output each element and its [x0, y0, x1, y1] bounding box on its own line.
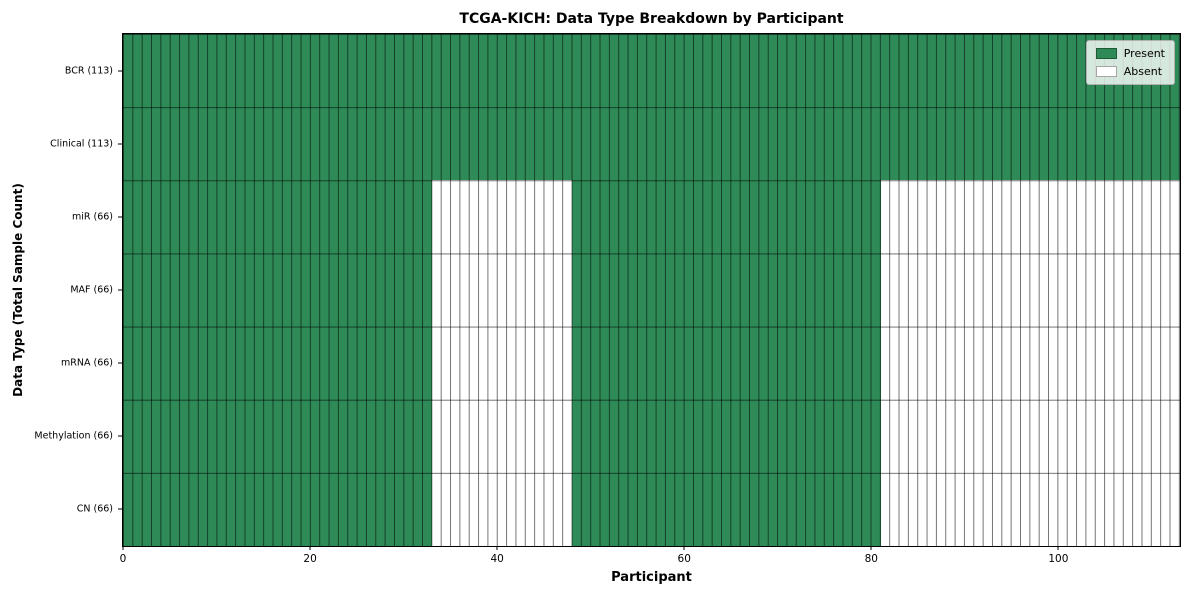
present-segment	[571, 180, 881, 254]
present-segment	[123, 326, 432, 400]
present-segment	[571, 253, 881, 327]
legend-item-present: Present	[1095, 47, 1165, 60]
y-tick-label: Clinical (113)	[50, 138, 113, 150]
x-tick-mark	[683, 546, 685, 550]
x-tick-mark	[1057, 546, 1059, 550]
heatmap-row-methylation	[123, 399, 1180, 473]
legend-item-absent: Absent	[1095, 65, 1165, 78]
present-segment	[123, 107, 1180, 181]
legend-label: Absent	[1123, 65, 1163, 78]
y-tick-label: miR (66)	[71, 211, 113, 223]
x-tick-label: 100	[1048, 553, 1069, 565]
y-tick-mark	[118, 362, 123, 364]
plot-area: Present Absent BCR (113) Clinical (113) miR…	[34, 33, 1181, 565]
present-segment	[571, 326, 881, 400]
heatmap-row-cn	[123, 472, 1180, 546]
y-tick-label: Methylation (66)	[34, 430, 113, 442]
present-segment	[123, 34, 1180, 108]
present-segment	[123, 253, 432, 327]
y-tick-mark	[118, 143, 123, 145]
x-tick-mark	[122, 546, 124, 550]
y-tick-mark	[118, 216, 123, 218]
x-tick-mark	[870, 546, 872, 550]
heatmap-row-mir	[123, 180, 1180, 254]
heatmap-row-bcr	[123, 34, 1180, 108]
heatmap-row-maf	[123, 253, 1180, 327]
present-segment	[123, 399, 432, 473]
x-tick-mark	[496, 546, 498, 550]
present-segment	[571, 472, 881, 546]
y-tick-mark	[118, 289, 123, 291]
legend-label: Present	[1123, 47, 1165, 60]
y-tick-label: mRNA (66)	[61, 357, 113, 369]
legend-swatch-absent	[1095, 66, 1117, 77]
present-segment	[571, 399, 881, 473]
chart-title: TCGA-KICH: Data Type Breakdown by Partic…	[459, 11, 844, 27]
y-tick-label: BCR (113)	[64, 65, 113, 77]
y-tick-mark	[118, 435, 123, 437]
x-tick-label: 60	[677, 553, 691, 565]
x-tick-label: 80	[864, 553, 878, 565]
present-segment	[123, 472, 432, 546]
y-tick-label: CN (66)	[76, 503, 113, 515]
x-tick-label: 40	[490, 553, 504, 565]
legend: Present Absent	[1085, 40, 1175, 85]
y-tick-mark	[118, 70, 123, 72]
x-tick-label: 0	[119, 553, 127, 565]
x-axis-label: Participant	[611, 570, 692, 585]
y-tick-label: MAF (66)	[70, 284, 113, 296]
heatmap-rows	[123, 34, 1180, 546]
heatmap-row-clinical	[123, 107, 1180, 181]
heatmap-row-mrna	[123, 326, 1180, 400]
x-tick-mark	[309, 546, 311, 550]
present-segment	[123, 180, 432, 254]
legend-swatch-present	[1095, 48, 1117, 59]
y-tick-mark	[118, 508, 123, 510]
y-axis-label: Data Type (Total Sample Count)	[11, 183, 25, 397]
x-tick-label: 20	[303, 553, 317, 565]
